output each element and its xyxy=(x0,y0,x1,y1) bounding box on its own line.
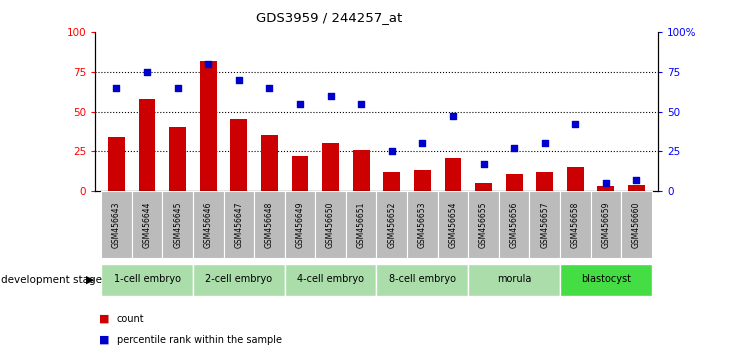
Bar xyxy=(292,156,308,191)
Text: GSM456659: GSM456659 xyxy=(602,201,610,248)
Text: count: count xyxy=(117,314,145,324)
Text: GSM456643: GSM456643 xyxy=(112,201,121,248)
Text: GSM456652: GSM456652 xyxy=(387,201,396,248)
Bar xyxy=(224,191,254,258)
Point xyxy=(325,93,336,98)
Text: GSM456658: GSM456658 xyxy=(571,201,580,248)
Text: GSM456649: GSM456649 xyxy=(295,201,305,248)
Bar xyxy=(475,183,492,191)
Point xyxy=(631,177,643,183)
Point xyxy=(141,69,153,75)
Bar xyxy=(621,191,652,258)
Bar xyxy=(353,150,370,191)
Text: GSM456653: GSM456653 xyxy=(418,201,427,248)
Text: GSM456648: GSM456648 xyxy=(265,201,274,248)
Bar xyxy=(139,99,156,191)
Text: GSM456660: GSM456660 xyxy=(632,201,641,248)
Bar xyxy=(499,191,529,258)
Bar xyxy=(376,191,407,258)
Text: 4-cell embryo: 4-cell embryo xyxy=(297,274,364,284)
Bar xyxy=(284,264,376,296)
Text: GSM456645: GSM456645 xyxy=(173,201,182,248)
Bar xyxy=(193,264,284,296)
Bar xyxy=(322,143,339,191)
Text: GSM456651: GSM456651 xyxy=(357,201,366,248)
Text: GSM456657: GSM456657 xyxy=(540,201,549,248)
Text: 8-cell embryo: 8-cell embryo xyxy=(389,274,456,284)
Bar xyxy=(567,167,584,191)
Bar xyxy=(537,172,553,191)
Text: GSM456644: GSM456644 xyxy=(143,201,151,248)
Bar xyxy=(193,191,224,258)
Bar xyxy=(162,191,193,258)
Point xyxy=(294,101,306,107)
Bar xyxy=(132,191,162,258)
Point xyxy=(233,77,245,82)
Point xyxy=(172,85,183,91)
Bar xyxy=(346,191,376,258)
Bar xyxy=(444,158,461,191)
Point xyxy=(477,161,489,167)
Text: GSM456654: GSM456654 xyxy=(448,201,458,248)
Bar xyxy=(376,264,469,296)
Bar xyxy=(200,61,216,191)
Text: ▶: ▶ xyxy=(86,275,95,285)
Bar xyxy=(469,191,499,258)
Text: percentile rank within the sample: percentile rank within the sample xyxy=(117,335,282,345)
Point xyxy=(355,101,367,107)
Bar xyxy=(254,191,284,258)
Text: ■: ■ xyxy=(99,314,109,324)
Bar xyxy=(560,264,652,296)
Text: GSM456656: GSM456656 xyxy=(510,201,518,248)
Point xyxy=(202,61,214,67)
Bar xyxy=(101,264,193,296)
Bar xyxy=(284,191,315,258)
Point xyxy=(264,85,276,91)
Bar xyxy=(628,185,645,191)
Text: morula: morula xyxy=(497,274,531,284)
Point xyxy=(386,149,398,154)
Point xyxy=(539,141,550,146)
Text: 2-cell embryo: 2-cell embryo xyxy=(205,274,273,284)
Bar xyxy=(261,135,278,191)
Bar xyxy=(230,120,247,191)
Bar xyxy=(407,191,438,258)
Bar xyxy=(101,191,132,258)
Bar xyxy=(438,191,469,258)
Text: GSM456650: GSM456650 xyxy=(326,201,335,248)
Bar xyxy=(108,137,125,191)
Bar xyxy=(169,127,186,191)
Text: blastocyst: blastocyst xyxy=(581,274,631,284)
Point xyxy=(569,121,581,127)
Point xyxy=(508,145,520,151)
Point xyxy=(600,180,612,186)
Bar xyxy=(414,170,431,191)
Text: 1-cell embryo: 1-cell embryo xyxy=(113,274,181,284)
Bar xyxy=(591,191,621,258)
Bar xyxy=(469,264,560,296)
Text: GDS3959 / 244257_at: GDS3959 / 244257_at xyxy=(256,11,402,24)
Text: development stage: development stage xyxy=(1,275,102,285)
Point xyxy=(110,85,122,91)
Text: GSM456647: GSM456647 xyxy=(235,201,243,248)
Bar xyxy=(560,191,591,258)
Point xyxy=(447,113,459,119)
Bar xyxy=(506,174,523,191)
Text: ■: ■ xyxy=(99,335,109,345)
Point xyxy=(417,141,428,146)
Bar xyxy=(529,191,560,258)
Text: GSM456646: GSM456646 xyxy=(204,201,213,248)
Text: GSM456655: GSM456655 xyxy=(479,201,488,248)
Bar xyxy=(597,186,614,191)
Bar xyxy=(383,172,400,191)
Bar xyxy=(315,191,346,258)
